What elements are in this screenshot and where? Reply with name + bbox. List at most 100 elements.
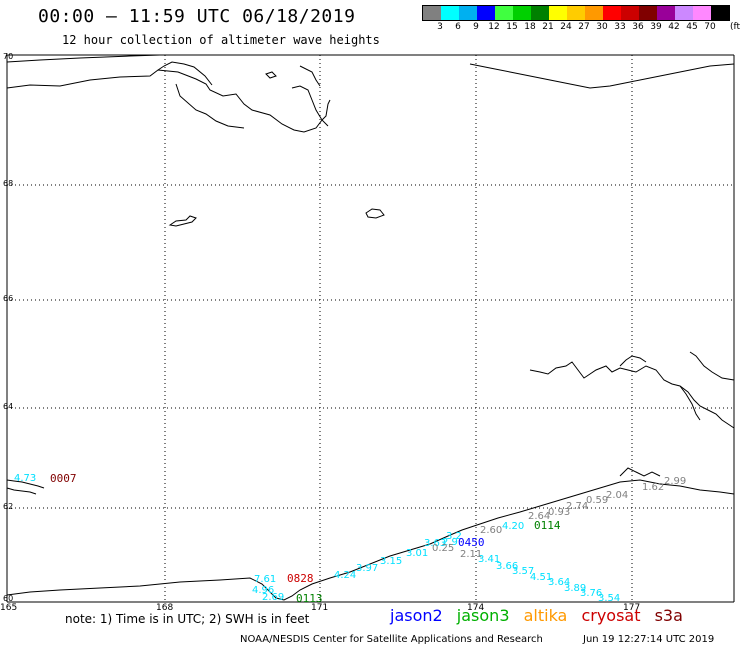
lon-label-165: 165 [0,603,17,613]
legend-swatch [675,6,693,20]
wave-height-label: 4.24 [334,570,356,581]
legend-swatch [513,6,531,20]
coastline [6,54,735,601]
page-title: 00:00 – 11:59 UTC 06/18/2019 [38,6,356,27]
pass-time-label: 0114 [534,519,561,532]
page-subtitle: 12 hour collection of altimeter wave hei… [62,33,380,47]
wave-height-label: 2.9 [442,537,458,548]
wave-height-label: 3.2 [446,531,462,542]
wave-height-label: 2.74 [566,501,588,512]
lon-labels: 165 168 171 174 177 [0,603,640,613]
legend-label: 42 [668,22,680,32]
wave-height-label: 3.64 [548,577,570,588]
legend-label: 39 [650,22,662,32]
legend-swatch [495,6,513,20]
footer-note: note: 1) Time is in UTC; 2) SWH is in fe… [65,612,310,626]
legend-swatch [549,6,567,20]
wave-height-label: 4.73 [14,473,36,484]
pass-time-label: 0450 [458,536,485,549]
color-scale-labels: 3 6 9 12 15 18 21 24 27 30 33 36 39 42 4… [422,21,740,35]
wave-height-label: 3.01 [406,548,428,559]
legend-label: 24 [560,22,572,32]
satellite-legend: jason2 jason3 altika cryosat s3a [390,606,692,625]
wave-height-labels: 4.73 7.61 4.96 2.69 4.24 3.97 3.15 3.01 … [14,473,686,604]
wave-height-label: 3.41 [478,554,500,565]
wave-height-label: 4.51 [530,572,552,583]
generated-timestamp: Jun 19 12:27:14 UTC 2019 [583,634,715,645]
legend-label: 45 [686,22,698,32]
lat-label-68: 68 [3,179,13,188]
wave-height-label: 2.60 [480,525,502,536]
graticule [7,55,734,602]
lat-label-62: 62 [3,502,13,511]
legend-label: 18 [524,22,536,32]
pass-time-label: 0828 [287,572,314,585]
wave-height-label: 3.89 [564,583,586,594]
legend-swatch [621,6,639,20]
legend-swatch [693,6,711,20]
satellite-name: cryosat [581,606,641,625]
wave-height-label: 2.11 [460,549,482,560]
legend-label: 30 [596,22,608,32]
legend-swatch [657,6,675,20]
lat-label-64: 64 [3,402,13,411]
legend-swatch [567,6,585,20]
wave-height-label: 4.20 [502,521,524,532]
credit-line: NOAA/NESDIS Center for Satellite Applica… [240,634,543,645]
wave-height-label: 3.76 [580,588,602,599]
wave-height-label: 3.66 [496,561,518,572]
pass-time-label: 0007 [50,472,77,485]
wave-height-label: 4.96 [252,585,274,596]
lon-label-177: 177 [623,603,640,613]
wave-height-label: 0.25 [432,543,454,554]
legend-swatch [531,6,549,20]
legend-label: 6 [455,22,461,32]
lon-label-174: 174 [467,603,484,613]
legend-unit: (ft) [730,22,740,32]
pass-time-labels: 0007 0828 0113 0450 0114 [50,472,561,605]
satellite-name: jason2 [390,606,443,625]
legend-label: 70 [704,22,716,32]
wave-height-label: 3.57 [512,566,534,577]
wave-height-label: 0.59 [586,495,608,506]
wave-height-label: 3.54 [598,593,620,604]
legend-swatch [639,6,657,20]
legend-swatch [477,6,495,20]
lat-label-70: 70 [3,52,13,61]
wave-height-label: 2.64 [528,511,550,522]
lat-label-66: 66 [3,294,13,303]
legend-swatch [585,6,603,20]
legend-label: 36 [632,22,644,32]
wave-height-label: 2.69 [262,592,284,603]
map-frame [6,54,735,603]
legend-label: 21 [542,22,554,32]
satellite-name: altika [523,606,568,625]
wave-height-label: 7.61 [254,574,276,585]
legend-label: 12 [488,22,500,32]
wave-height-label: 3.97 [356,563,378,574]
wave-height-label: 2.04 [606,490,628,501]
lon-label-171: 171 [311,603,328,613]
legend-label: 9 [473,22,479,32]
legend-label: 3 [437,22,443,32]
legend-label: 15 [506,22,518,32]
wave-height-label: 2.99 [664,476,686,487]
legend-swatch [603,6,621,20]
lat-labels: 70 68 66 64 62 60 [3,52,13,603]
lon-label-168: 168 [156,603,173,613]
color-scale-legend: 3 6 9 12 15 18 21 24 27 30 33 36 39 42 4… [422,5,740,35]
legend-swatch [711,6,729,20]
legend-swatch [459,6,477,20]
lat-label-60: 60 [3,594,13,603]
legend-label: 27 [578,22,590,32]
legend-swatch [423,6,441,20]
wave-height-label: 3.63 [424,538,446,549]
legend-label: 33 [614,22,626,32]
satellite-name: jason3 [456,606,510,625]
wave-height-label: 0.93 [548,507,570,518]
wave-height-label: 1.62 [642,482,664,493]
pass-time-label: 0113 [296,592,323,605]
satellite-name: s3a [654,606,683,625]
wave-height-label: 3.15 [380,556,402,567]
